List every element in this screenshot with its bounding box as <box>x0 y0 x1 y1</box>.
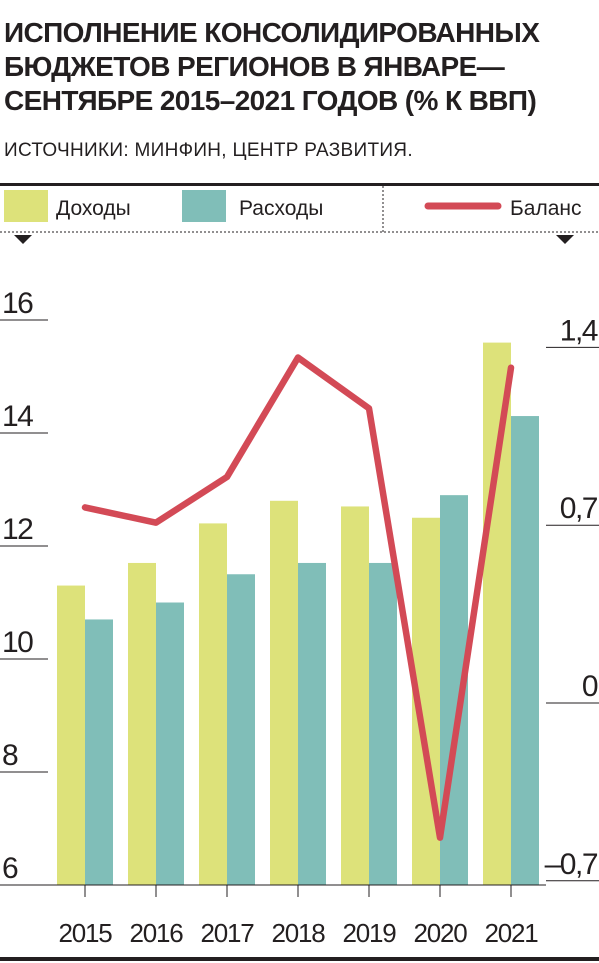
right-axis-marker-icon <box>556 235 574 244</box>
x-tick-label-2021: 2021 <box>484 918 538 948</box>
bar-income-2021 <box>483 342 511 886</box>
bar-income-2016 <box>128 562 156 885</box>
bar-expenses-2016 <box>156 602 184 885</box>
legend-label-expenses: Расходы <box>239 197 323 220</box>
x-tick-label-2018: 2018 <box>271 918 325 948</box>
bar-income-2017 <box>199 523 227 885</box>
bottom-rule <box>0 957 599 961</box>
x-tick-label-2020: 2020 <box>413 918 467 948</box>
title-line-2: БЮДЖЕТОВ РЕГИОНОВ В ЯНВАРЕ— <box>4 51 505 82</box>
x-tick-label-2016: 2016 <box>129 918 183 948</box>
x-tick-label-2015: 2015 <box>58 918 112 948</box>
left-tick-label-12: 12 <box>2 513 33 546</box>
legend-label-balance: Баланс <box>510 197 582 220</box>
bar-expenses-2019 <box>369 562 397 885</box>
legend-label-income: Доходы <box>56 197 131 220</box>
title-line-3: СЕНТЯБРЕ 2015–2021 ГОДОВ (% К ВВП) <box>4 85 537 116</box>
left-tick-label-16: 16 <box>2 287 33 320</box>
left-tick-label-8: 8 <box>2 739 18 772</box>
bar-expenses-2017 <box>227 574 255 885</box>
bar-income-2015 <box>57 585 85 885</box>
title-line-1: ИСПОЛНЕНИЕ КОНСОЛИДИРОВАННЫХ <box>4 17 540 48</box>
right-tick-label-0: 0 <box>582 670 598 703</box>
right-tick-label-–0,7: –0,7 <box>545 848 598 881</box>
legend-swatch-income <box>4 190 48 222</box>
source-note: ИСТОЧНИКИ: МИНФИН, ЦЕНТР РАЗВИТИЯ. <box>4 140 413 161</box>
left-axis-marker-icon <box>14 235 32 244</box>
left-tick-label-6: 6 <box>2 852 18 885</box>
x-tick-label-2017: 2017 <box>200 918 254 948</box>
legend-swatch-expenses <box>182 190 226 222</box>
x-tick-label-2019: 2019 <box>342 918 396 948</box>
legend-top-rule <box>0 183 599 186</box>
bar-expenses-2015 <box>85 619 113 885</box>
bar-expenses-2018 <box>298 562 326 885</box>
left-tick-label-14: 14 <box>2 400 33 433</box>
left-tick-label-10: 10 <box>2 626 33 659</box>
bar-income-2018 <box>270 500 298 885</box>
chart-title: ИСПОЛНЕНИЕ КОНСОЛИДИРОВАННЫХ БЮДЖЕТОВ РЕ… <box>4 16 594 118</box>
right-tick-label-0,7: 0,7 <box>560 492 598 525</box>
bar-income-2019 <box>341 506 369 885</box>
right-tick-label-1,4: 1,4 <box>560 314 598 347</box>
bar-expenses-2021 <box>511 416 539 885</box>
